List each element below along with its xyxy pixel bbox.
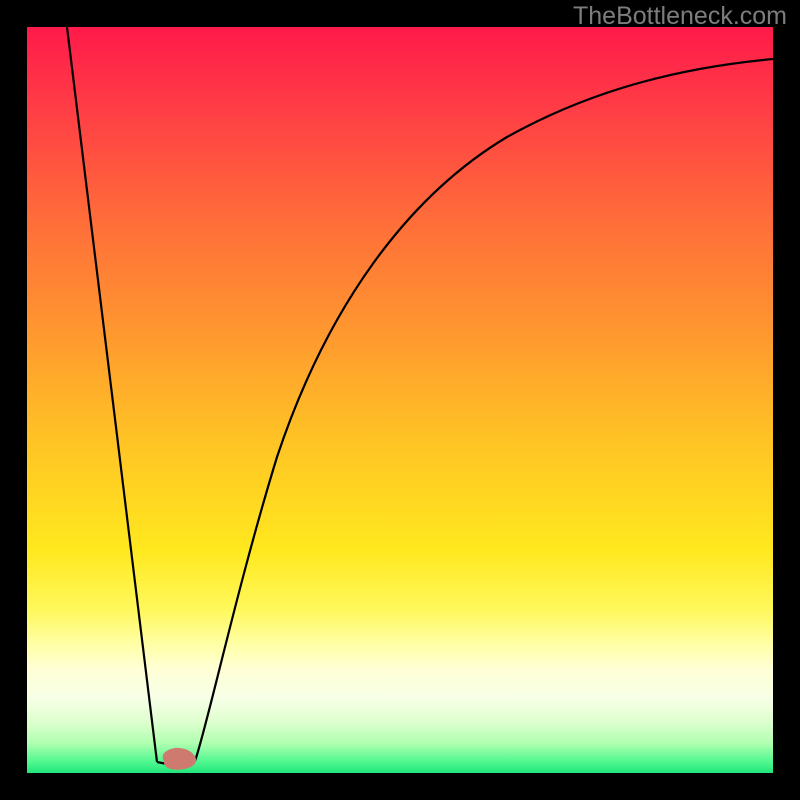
- plot-area: [27, 27, 773, 773]
- right-rising-curve: [195, 59, 773, 761]
- chart-root: TheBottleneck.com: [0, 0, 800, 800]
- curves-layer: [27, 27, 773, 773]
- highlight-marker-shape: [163, 748, 197, 770]
- watermark-text: TheBottleneck.com: [573, 2, 787, 31]
- left-v-line: [67, 27, 157, 762]
- highlight-marker: [153, 741, 201, 771]
